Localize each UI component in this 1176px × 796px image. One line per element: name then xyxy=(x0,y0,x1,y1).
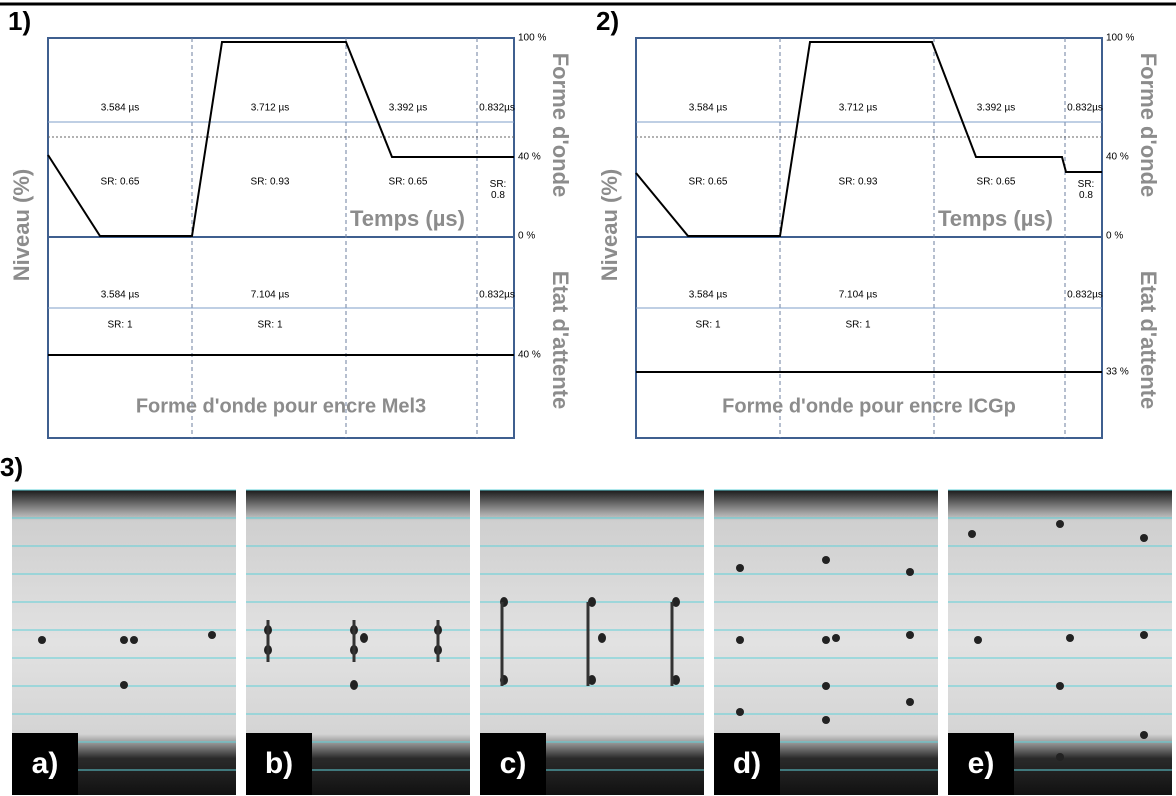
droplet xyxy=(1066,634,1074,642)
level-label: 40 % xyxy=(1106,151,1129,163)
droplet xyxy=(130,636,138,644)
slew-rate-label: SR: 1 xyxy=(845,319,871,331)
droplet xyxy=(1056,682,1064,690)
level-label: 0 % xyxy=(1106,230,1124,242)
droplet xyxy=(208,631,216,639)
level-label: 33 % xyxy=(1106,366,1129,378)
droplet xyxy=(1140,534,1148,542)
photo-label: b) xyxy=(246,733,312,795)
duration-label: 0.832µs xyxy=(1067,102,1103,114)
level-label: 40 % xyxy=(518,151,541,163)
droplet xyxy=(120,681,128,689)
waveform xyxy=(47,41,514,237)
photo-label: e) xyxy=(948,733,1014,795)
droplet xyxy=(822,556,830,564)
droplet xyxy=(906,568,914,576)
photo-label: d) xyxy=(714,733,780,795)
level-label: 100 % xyxy=(1106,32,1135,44)
duration-label: 7.104 µs xyxy=(250,289,290,301)
duration-label: 3.584 µs xyxy=(100,289,140,301)
duration-label: 3.712 µs xyxy=(250,102,290,114)
droplet xyxy=(736,708,744,716)
droplet xyxy=(588,675,596,685)
caption: Forme d'onde pour encre ICGp xyxy=(722,395,1016,418)
duration-label: 3.712 µs xyxy=(838,102,878,114)
droplet xyxy=(822,636,830,644)
time-label: Temps (µs) xyxy=(938,206,1053,231)
droplet xyxy=(822,716,830,724)
photo-label: c) xyxy=(480,733,546,795)
droplet xyxy=(1140,631,1148,639)
slew-rate-label: SR: 0.65 xyxy=(388,176,428,188)
droplet xyxy=(350,680,358,690)
duration-label: 7.104 µs xyxy=(838,289,878,301)
slew-rate-label: SR: 1 xyxy=(107,319,133,331)
slew-rate-label: SR: 0.93 xyxy=(838,176,878,188)
upper-section-label: Forme d'onde xyxy=(548,52,573,198)
slew-rate-label: SR: 0.8 xyxy=(1077,179,1095,201)
droplet xyxy=(588,597,596,607)
droplet xyxy=(120,636,128,644)
duration-label: 0.832µs xyxy=(479,102,515,114)
y-axis-label: Niveau (%) xyxy=(9,168,34,282)
droplet xyxy=(1140,731,1148,739)
slew-rate-label: SR: 0.65 xyxy=(100,176,140,188)
droplet xyxy=(360,633,368,643)
panel-number: 1) xyxy=(8,6,32,36)
level-label: 0 % xyxy=(518,230,536,242)
droplet xyxy=(906,698,914,706)
droplet xyxy=(736,636,744,644)
droplet xyxy=(598,633,606,643)
photo-label: a) xyxy=(12,733,78,795)
slew-rate-label: SR: 0.65 xyxy=(688,176,728,188)
duration-label: 3.392 µs xyxy=(976,102,1016,114)
droplet xyxy=(736,564,744,572)
level-label: 40 % xyxy=(518,349,541,361)
lower-section-label: Etat d'attente xyxy=(1136,270,1161,410)
droplet xyxy=(832,634,840,642)
time-label: Temps (µs) xyxy=(350,206,465,231)
duration-label: 0.832µs xyxy=(479,289,515,301)
duration-label: 3.584 µs xyxy=(688,102,728,114)
droplet xyxy=(672,675,680,685)
droplet xyxy=(1056,520,1064,528)
duration-label: 3.584 µs xyxy=(688,289,728,301)
level-label: 100 % xyxy=(518,32,547,44)
panel-number: 2) xyxy=(596,6,620,36)
slew-rate-label: SR: 1 xyxy=(695,319,721,331)
droplet xyxy=(38,636,46,644)
slew-rate-label: SR: 0.65 xyxy=(976,176,1016,188)
duration-label: 0.832µs xyxy=(1067,289,1103,301)
droplet xyxy=(968,530,976,538)
caption: Forme d'onde pour encre Mel3 xyxy=(135,395,427,418)
droplet xyxy=(822,682,830,690)
droplet xyxy=(974,636,982,644)
slew-rate-label: SR: 0.93 xyxy=(250,176,290,188)
slew-rate-label: SR: 0.8 xyxy=(489,179,507,201)
slew-rate-label: SR: 1 xyxy=(257,319,283,331)
duration-label: 3.392 µs xyxy=(388,102,428,114)
waveform xyxy=(635,41,1102,237)
upper-section-label: Forme d'onde xyxy=(1136,52,1161,198)
droplet xyxy=(1056,753,1064,761)
lower-section-label: Etat d'attente xyxy=(548,270,573,410)
droplet xyxy=(672,597,680,607)
droplet xyxy=(906,631,914,639)
panel-number: 3) xyxy=(0,452,24,482)
duration-label: 3.584 µs xyxy=(100,102,140,114)
y-axis-label: Niveau (%) xyxy=(597,168,622,282)
